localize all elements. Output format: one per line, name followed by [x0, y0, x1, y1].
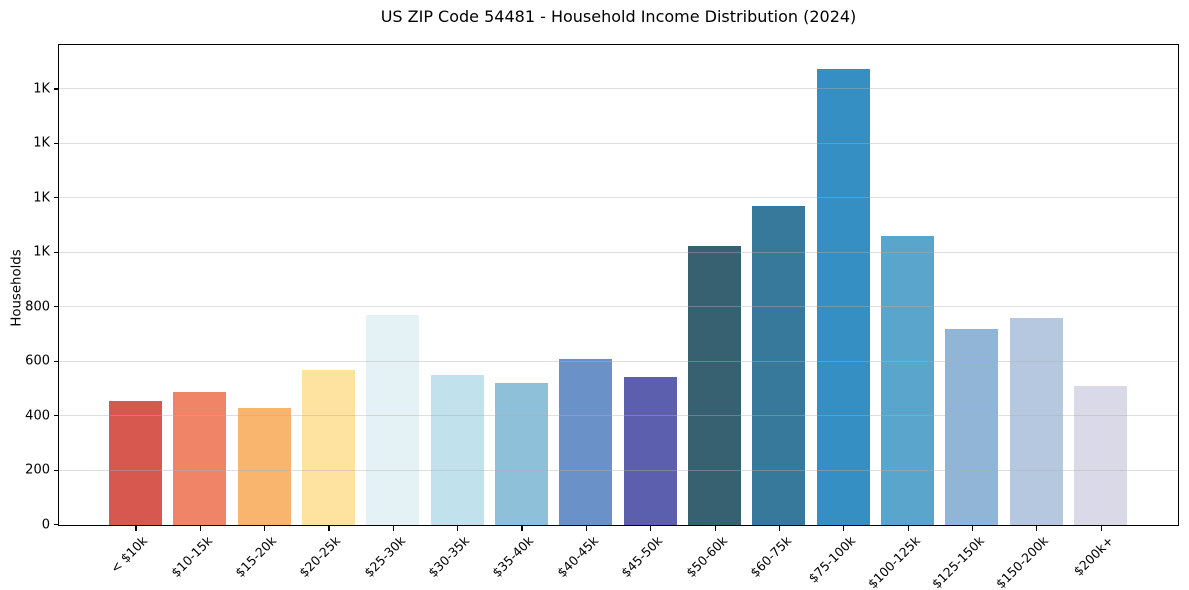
bar-$200k+ [1074, 386, 1128, 525]
y-tick-mark [53, 524, 58, 526]
x-tick-mark [457, 526, 459, 531]
x-tick-label: $50-60k [682, 533, 730, 581]
bar-$45-50k [623, 376, 677, 525]
gridline [59, 360, 1178, 362]
bar-$20-25k [302, 369, 356, 525]
x-tick-label: $35-40k [489, 533, 537, 581]
chart-title: US ZIP Code 54481 - Household Income Dis… [380, 7, 857, 26]
x-tick-mark [328, 526, 330, 531]
bar-$150-200k [1009, 317, 1063, 525]
x-tick-label: $10-15k [167, 533, 215, 581]
y-tick-label: 1K [33, 244, 50, 260]
bar-$60-75k [752, 206, 806, 525]
y-tick-mark [53, 415, 58, 417]
gridline [59, 197, 1178, 199]
y-tick-label: 200 [25, 462, 50, 478]
y-tick-mark [53, 197, 58, 199]
x-tick-mark [843, 526, 845, 531]
x-tick-mark [1036, 526, 1038, 531]
y-tick-mark [53, 360, 58, 362]
x-tick-label: $60-75k [746, 533, 794, 581]
x-tick-label: $40-45k [553, 533, 601, 581]
x-tick-mark [778, 526, 781, 531]
gridline [59, 88, 1178, 90]
y-tick-mark [53, 469, 58, 471]
bar-$25-30k [366, 315, 420, 525]
y-tick-label: 800 [25, 299, 50, 315]
x-tick-label: $15-20k [232, 533, 280, 581]
x-tick-label: $100-125k [864, 533, 923, 590]
x-tick-mark [714, 526, 716, 531]
bar-$125-150k [945, 328, 999, 525]
plot-area [58, 44, 1179, 526]
bar-$75-100k [816, 68, 870, 525]
x-tick-label: $200k+ [1070, 533, 1116, 579]
y-tick-mark [53, 88, 58, 90]
gridline [59, 306, 1178, 308]
y-tick-mark [53, 251, 58, 253]
gridline [59, 469, 1178, 471]
gridline [59, 142, 1178, 144]
y-tick-label: 1K [33, 135, 50, 151]
bar-< $10k [109, 401, 163, 525]
x-tick-label: $20-25k [296, 533, 344, 581]
bar-$35-40k [495, 383, 549, 525]
bar-$15-20k [237, 407, 291, 525]
gridline [59, 251, 1178, 253]
bar-$50-60k [688, 245, 742, 525]
bar-$40-45k [559, 358, 613, 525]
bar-$100-125k [881, 236, 935, 525]
y-tick-mark [53, 306, 58, 308]
x-tick-mark [264, 526, 266, 531]
x-tick-mark [392, 526, 395, 531]
y-axis-label: Households [9, 249, 25, 327]
x-tick-label: $125-150k [928, 533, 987, 590]
x-tick-mark [199, 526, 202, 531]
x-tick-label: $150-200k [993, 533, 1052, 590]
y-tick-label: 1K [33, 190, 50, 206]
x-tick-label: $30-35k [425, 533, 473, 581]
x-tick-mark [521, 526, 523, 531]
x-tick-label: $25-30k [360, 533, 408, 581]
bar-$30-35k [430, 375, 484, 525]
bar-$10-15k [173, 391, 227, 525]
x-tick-mark [907, 526, 909, 531]
x-tick-mark [585, 526, 588, 531]
x-tick-mark [971, 526, 974, 531]
x-tick-mark [1100, 526, 1102, 531]
y-tick-label: 0 [41, 517, 50, 533]
y-tick-label: 1K [33, 81, 50, 97]
y-tick-label: 400 [25, 408, 50, 424]
x-tick-label: $75-100k [805, 533, 859, 586]
x-tick-mark [135, 526, 137, 531]
gridline [59, 415, 1178, 417]
x-tick-label: < $10k [107, 533, 151, 576]
y-tick-mark [53, 142, 58, 144]
x-tick-label: $45-50k [618, 533, 666, 581]
y-tick-label: 600 [25, 353, 50, 369]
x-tick-mark [650, 526, 652, 531]
